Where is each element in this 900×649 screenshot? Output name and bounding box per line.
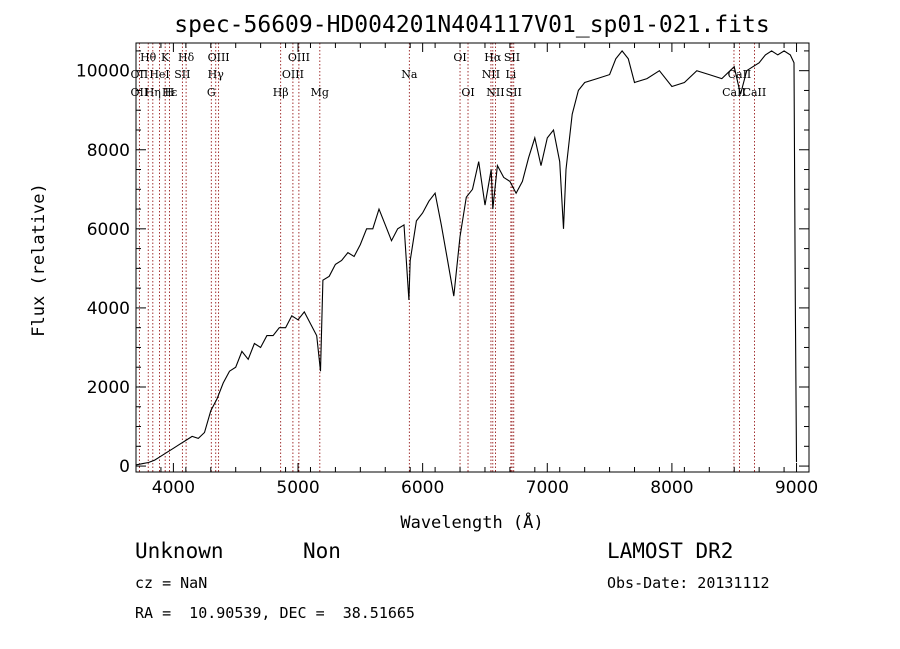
- line-label: SII: [506, 86, 522, 99]
- object-class: Non: [303, 539, 341, 563]
- line-label: OIII: [208, 51, 230, 64]
- line-label: OII: [131, 68, 149, 81]
- line-label: H: [165, 86, 175, 99]
- line-label: CaII: [743, 86, 767, 99]
- x-tick-label: 4000: [152, 478, 195, 498]
- y-tick-label: 2000: [87, 378, 130, 398]
- x-axis: 4000 5000 6000 7000 8000 9000: [135, 43, 818, 498]
- chart-title: spec-56609-HD004201N404117V01_sp01-021.f…: [174, 12, 769, 38]
- redshift-value: cz = NaN: [135, 574, 208, 592]
- line-label: SII: [174, 68, 190, 81]
- survey-name: LAMOST DR2: [607, 539, 734, 563]
- line-label: Hε: [162, 86, 178, 99]
- obs-date: Obs-Date: 20131112: [607, 574, 770, 592]
- line-label: OIII: [282, 68, 304, 81]
- line-label: OI: [453, 51, 466, 64]
- line-label: Hα: [484, 51, 502, 64]
- line-label: Hγ: [208, 68, 225, 81]
- line-label: Hδ: [178, 51, 195, 64]
- y-tick-label: 0: [119, 457, 130, 477]
- x-tick-label: 8000: [650, 478, 693, 498]
- y-tick-label: 8000: [87, 141, 130, 161]
- line-label: Na: [401, 68, 418, 81]
- line-label: OII: [131, 86, 149, 99]
- line-label: K: [161, 51, 170, 64]
- emission-line-markers: [138, 43, 755, 472]
- line-label: Li: [505, 68, 516, 81]
- y-axis-label: Flux (relative): [29, 183, 49, 337]
- line-label: SII: [504, 51, 520, 64]
- x-tick-label: 6000: [401, 478, 444, 498]
- x-tick-label: 5000: [276, 478, 319, 498]
- x-axis-label: Wavelength (Å): [400, 511, 543, 533]
- y-tick-label: 4000: [87, 299, 130, 319]
- line-label: G: [207, 86, 216, 99]
- line-label: OI: [461, 86, 474, 99]
- y-axis: 0 2000 4000 6000 8000 10000: [76, 50, 809, 477]
- object-name: Unknown: [135, 539, 224, 563]
- line-label: Hη: [145, 86, 161, 99]
- line-label: OIII: [288, 51, 310, 64]
- x-tick-label: 9000: [775, 478, 818, 498]
- line-label: HeI: [149, 68, 169, 81]
- y-tick-label: 6000: [87, 220, 130, 240]
- line-label: Mg: [311, 86, 329, 99]
- coordinates: RA = 10.90539, DEC = 38.51665: [135, 604, 415, 622]
- line-label: NII: [482, 68, 500, 81]
- y-tick-label: 10000: [76, 62, 130, 82]
- x-tick-label: 7000: [526, 478, 569, 498]
- line-label: NII: [486, 86, 504, 99]
- line-label: Hθ: [140, 51, 157, 64]
- line-label: Hβ: [273, 86, 289, 99]
- plot-frame: [135, 42, 810, 473]
- spectrum-series: [135, 50, 798, 466]
